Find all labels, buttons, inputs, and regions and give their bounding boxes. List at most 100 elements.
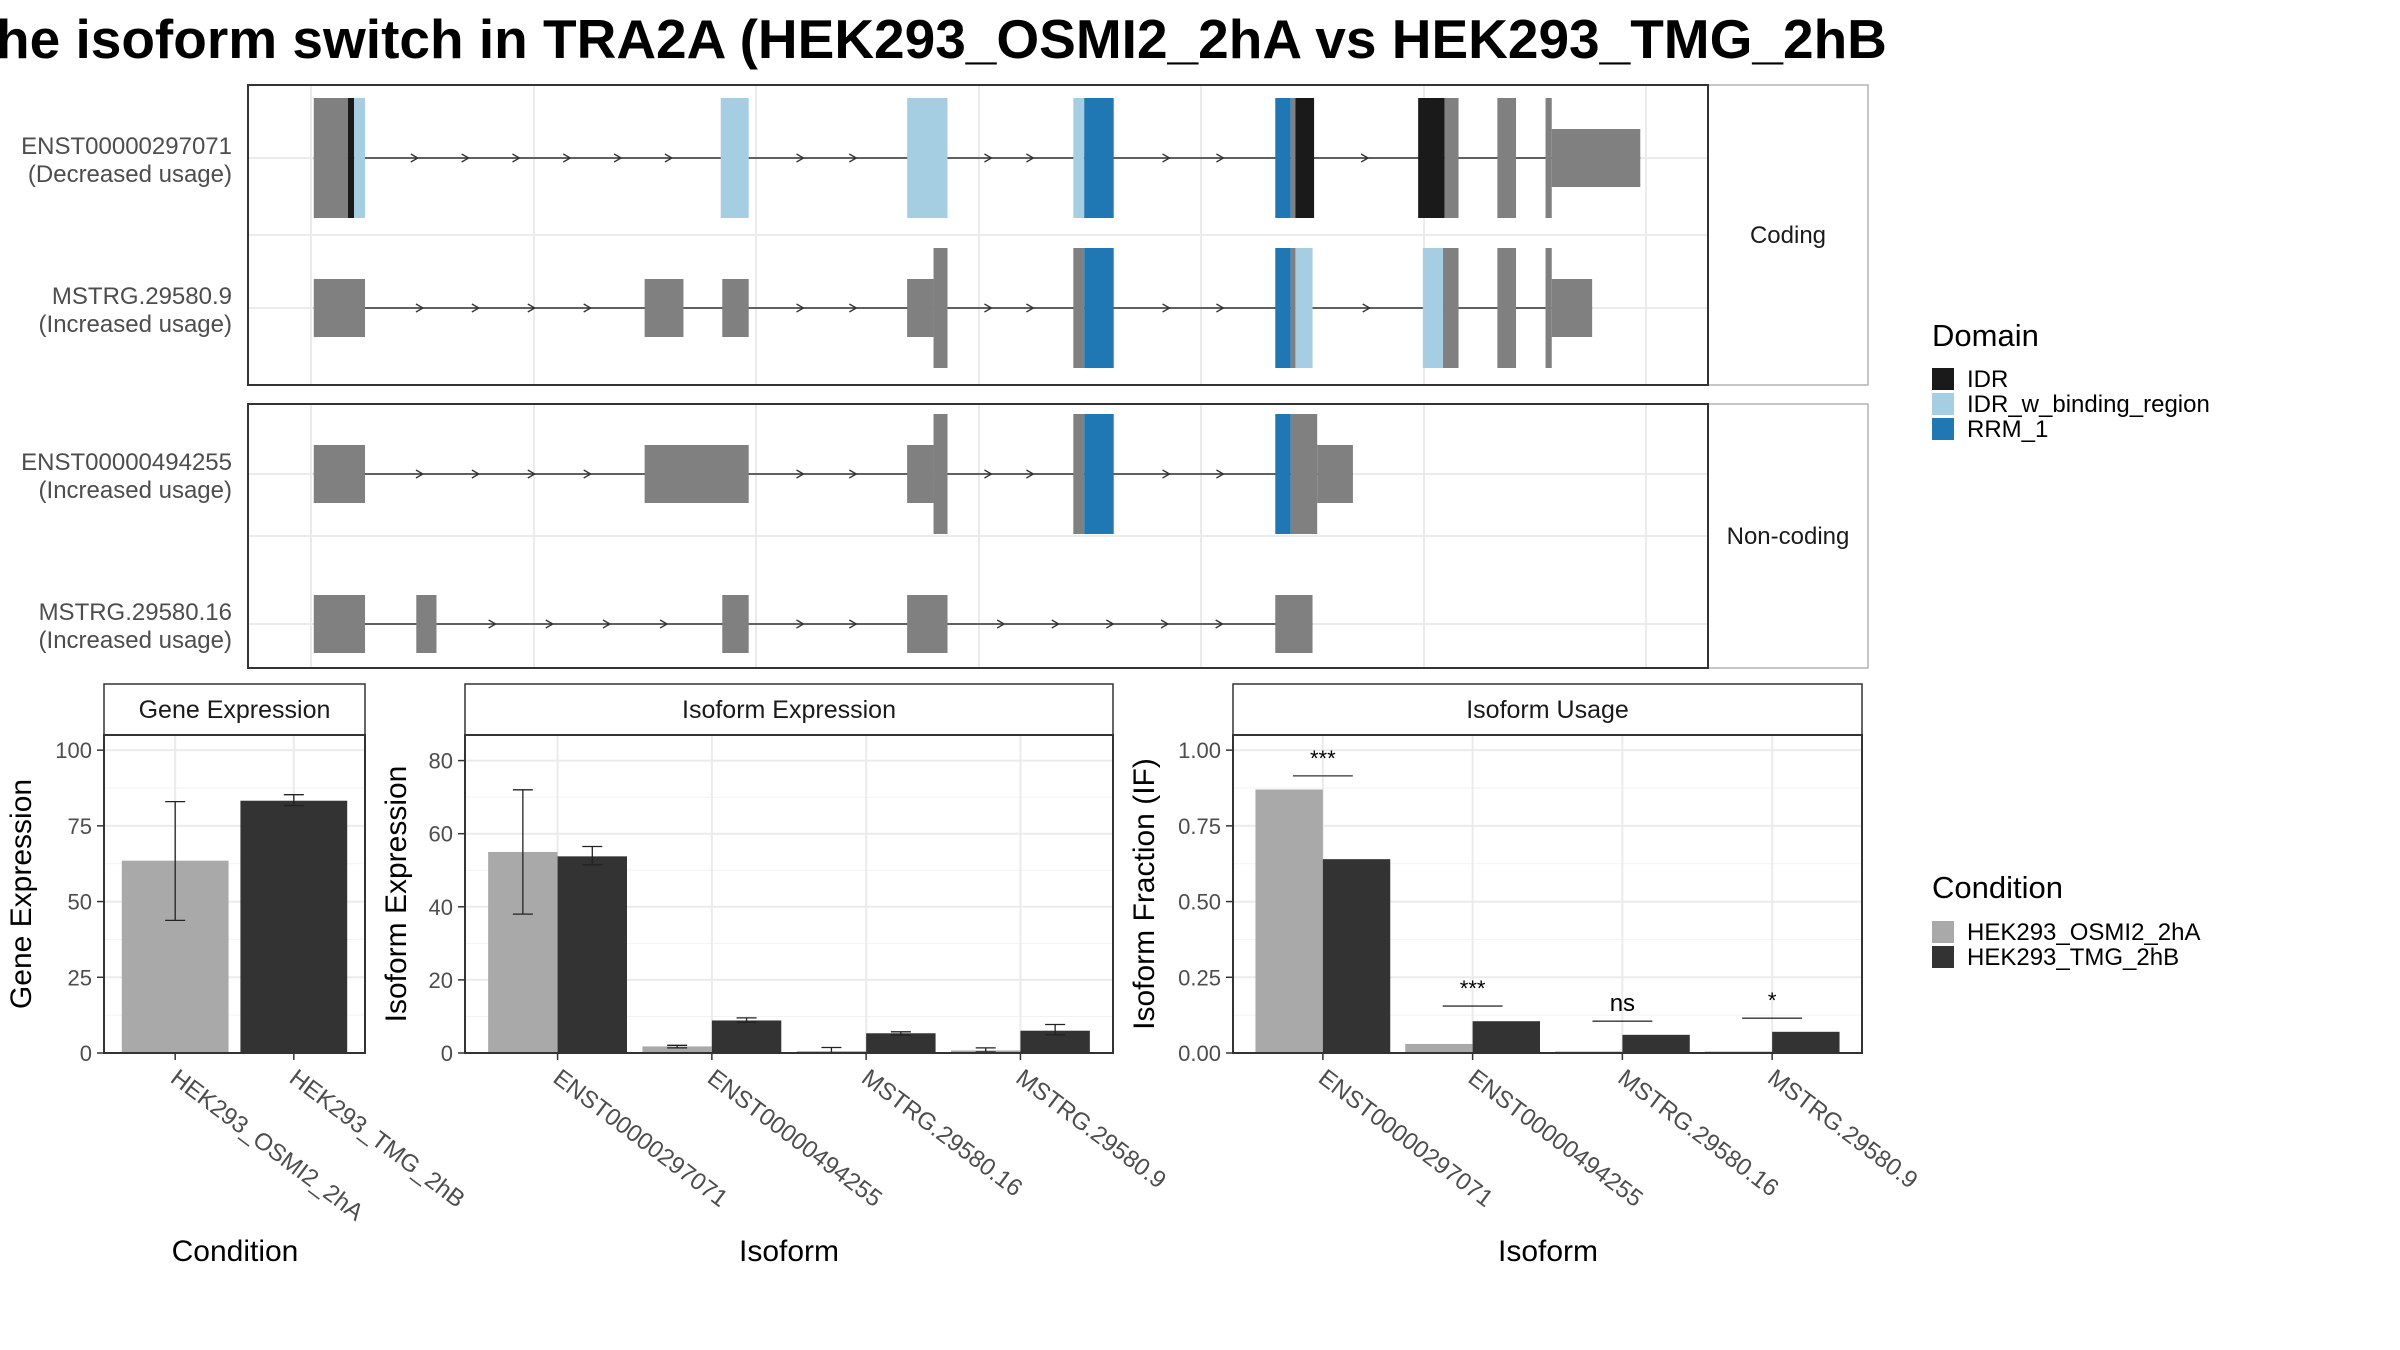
exon-block <box>354 98 366 218</box>
exon-block <box>1497 248 1517 368</box>
bar <box>1322 859 1391 1053</box>
intron-direction-arrow <box>1216 303 1225 313</box>
intron-direction-arrow <box>984 469 993 479</box>
y-tick-label: 100 <box>55 738 92 763</box>
bar <box>240 800 348 1053</box>
y-axis-title: Isoform Expression <box>380 766 413 1023</box>
y-tick-label: 20 <box>429 968 453 993</box>
intron-direction-arrow <box>1026 153 1035 163</box>
isoform-structure-plot: Coding ENST00000297071(Decreased usage) MS… <box>21 84 1869 669</box>
facet-label: Non-coding <box>1727 523 1850 550</box>
intron-direction-arrow <box>796 469 805 479</box>
intron-direction-arrow <box>1216 153 1225 163</box>
intron-direction-arrow <box>996 619 1006 629</box>
legend-key <box>1932 946 1954 968</box>
exon-block <box>1443 248 1459 368</box>
intron-direction-arrow <box>488 619 497 629</box>
transcript-usage: (Increased usage) <box>39 627 232 654</box>
intron-direction-arrow <box>848 303 858 313</box>
exon-block <box>907 98 948 218</box>
intron-direction-arrow <box>1362 303 1371 313</box>
exon-block <box>1422 248 1444 368</box>
exon-block <box>1084 248 1114 368</box>
intron-direction-arrow <box>1106 619 1115 629</box>
exon-block <box>313 279 366 337</box>
transcript-id: MSTRG.29580.16 <box>39 599 232 626</box>
exon-block <box>1497 98 1517 218</box>
panel-border <box>103 734 366 1054</box>
exon-block <box>1073 248 1085 368</box>
y-tick-label: 0 <box>441 1041 453 1066</box>
intron-direction-arrow <box>796 153 805 163</box>
intron-direction-arrow <box>461 153 470 163</box>
facet-strip <box>1707 403 1869 669</box>
panel-title: Isoform Expression <box>682 696 896 724</box>
intron-direction-arrow <box>1160 619 1170 629</box>
x-tick-label: MSTRG.29580.9 <box>1011 1064 1171 1194</box>
transcript-id: ENST00000494255 <box>21 449 232 476</box>
intron-direction-arrow <box>848 619 858 629</box>
intron-direction-arrow <box>410 153 420 163</box>
bar <box>1020 1030 1090 1053</box>
y-tick-label: 40 <box>429 895 453 920</box>
y-tick-label: 50 <box>68 890 92 915</box>
x-axis-title: Isoform <box>739 1235 839 1268</box>
exon-block <box>1275 248 1291 368</box>
intron-direction-arrow <box>471 469 481 479</box>
legend-key <box>1932 393 1954 415</box>
panel-title: Gene Expression <box>139 696 331 724</box>
y-tick-label: 0 <box>80 1041 92 1066</box>
intron-direction-arrow <box>984 153 993 163</box>
bar-panel-2: Isoform Usage *** *** ns * 0.00 0.25 0.50 0.75 1.… <box>1128 683 1923 1268</box>
intron-direction-arrow <box>471 303 481 313</box>
intron-direction-arrow <box>1051 619 1061 629</box>
y-axis-title: Isoform Fraction (IF) <box>1128 758 1161 1030</box>
exon-block <box>1084 414 1114 534</box>
y-tick-label: 75 <box>68 814 92 839</box>
panel-strip <box>464 683 1114 736</box>
exon-block <box>1295 248 1313 368</box>
transcript-row: ENST00000297071(Decreased usage) <box>21 98 1641 218</box>
exon-block <box>1073 414 1085 534</box>
intron-direction-arrow <box>527 469 537 479</box>
bar <box>557 856 627 1053</box>
panel-border <box>1232 734 1863 1054</box>
intron-direction-arrow <box>659 619 669 629</box>
intron-direction-arrow <box>583 303 593 313</box>
facet-strip <box>1707 84 1869 386</box>
intron-direction-arrow <box>545 619 555 629</box>
transcript-id: ENST00000297071 <box>21 133 232 160</box>
panel-border <box>464 734 1114 1054</box>
structure-panel-1: Non-coding ENST00000494255 (Increased usag… <box>21 403 1869 669</box>
panel-border <box>247 84 1709 386</box>
bar <box>866 1033 936 1053</box>
legend-label: HEK293_TMG_2hB <box>1967 944 2179 971</box>
intron-direction-arrow <box>613 153 623 163</box>
y-tick-label: 80 <box>429 749 453 774</box>
legend-label: RRM_1 <box>1967 416 2048 443</box>
exon-block <box>1418 98 1445 218</box>
intron-direction-arrow <box>984 303 993 313</box>
y-tick-label: 25 <box>68 965 92 990</box>
transcript-id: MSTRG.29580.9 <box>52 283 232 310</box>
intron-direction-arrow <box>583 469 593 479</box>
exon-block <box>1545 248 1552 368</box>
bar-panel-1: Isoform Expression020406080ENST000002970… <box>380 683 1171 1268</box>
exon-block <box>644 445 749 503</box>
legend-label: IDR <box>1967 366 2008 393</box>
exon-block <box>1317 445 1353 503</box>
legend-key <box>1932 921 1954 943</box>
exon-block <box>313 98 348 218</box>
intron-direction-arrow <box>1360 153 1370 163</box>
panel-border <box>247 403 1709 669</box>
bar <box>711 1020 782 1053</box>
exon-block <box>1444 98 1459 218</box>
exon-block <box>1275 414 1291 534</box>
transcript-usage: (Decreased usage) <box>28 161 232 188</box>
legend-title: Domain <box>1932 318 2039 353</box>
exon-block <box>907 445 934 503</box>
exon-block <box>1295 98 1315 218</box>
x-axis-title: Isoform <box>1498 1235 1598 1268</box>
